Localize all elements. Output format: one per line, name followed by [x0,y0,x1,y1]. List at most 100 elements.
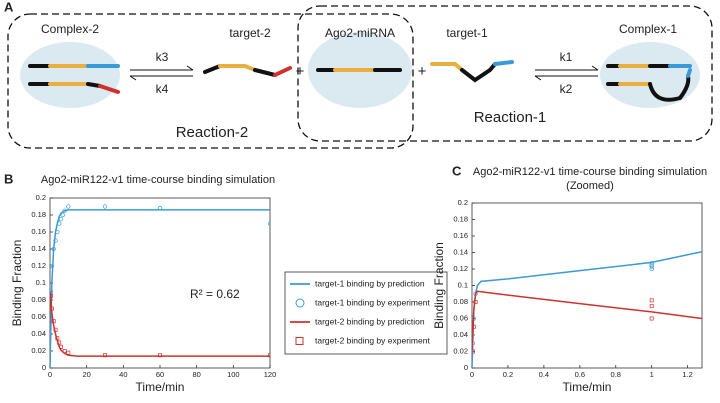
panel-label: B [4,171,13,186]
operator: + [296,63,305,80]
data-point [267,221,270,226]
y-tick-label: 0.16 [31,227,46,236]
y-tick-label: 0.08 [453,297,468,306]
legend-label: target-2 binding by prediction [315,316,425,326]
data-point [50,293,53,298]
plot-frame [49,197,271,369]
y-tick-label: 0.2 [36,193,46,202]
annotation: R² = 0.62 [190,287,240,301]
y-tick-label: 0.06 [31,312,46,321]
y-axis-label: Binding Fraction [10,240,24,327]
y-tick-label: 0.18 [31,210,46,219]
data-point [58,217,64,222]
molecules [28,60,692,102]
data-point [62,208,67,213]
reaction-2-box [7,13,414,149]
reaction-1-box [297,5,713,142]
data-point [53,327,58,332]
data-point [50,306,54,311]
rate-label: k1 [560,50,573,64]
reaction-label: Reaction-2 [176,124,249,141]
x-tick-label: 40 [119,370,127,379]
y-tick-label: 0.08 [31,295,46,304]
node-label: target-1 [446,26,488,40]
node-label: Ago2-miRNA [325,26,395,40]
node-label: Complex-1 [619,22,677,36]
data-point [53,238,58,243]
chart-title: Ago2-miR122-v1 time-course binding simul… [473,166,707,178]
plot-frame [471,202,703,369]
y-tick-label: 0.06 [453,313,468,322]
data-point [102,204,108,209]
y-tick-label: 0 [464,363,468,372]
y-tick-label: 0.14 [453,247,468,256]
complex-2-blob [20,42,120,108]
data-point [473,300,478,304]
legend-label: target-1 binding by prediction [315,278,425,288]
operator: + [418,63,427,80]
x-tick-label: 0.8 [611,370,621,379]
legend-swatch [295,337,304,345]
node-label: Complex-2 [41,22,99,36]
data-point [472,324,476,329]
data-point [59,344,63,349]
y-tick-label: 0.04 [31,329,46,338]
series-line [472,290,702,352]
legend-box [284,271,448,355]
data-point [66,350,71,355]
y-tick-label: 0 [42,363,46,372]
y-tick-label: 0.1 [36,278,46,287]
data-point [55,336,60,341]
data-point [268,353,270,358]
y-tick-label: 0.04 [453,330,468,339]
data-point [57,221,62,226]
x-tick-label: 1.2 [682,370,692,379]
chart-subtitle: (Zoomed) [566,180,614,192]
data-point [649,316,654,321]
data-point [472,349,475,354]
y-tick-label: 0.02 [31,346,46,355]
data-point [158,353,162,358]
data-point [62,349,67,353]
chart-title: Ago2-miR122-v1 time-course binding simul… [41,174,275,186]
x-tick-label: 60 [156,370,164,379]
legend-label: target-1 binding by experiment [315,297,430,307]
x-tick-label: 0 [48,370,52,379]
x-axis-label: Time/min [563,380,612,394]
legend-swatch [295,298,305,308]
y-tick-label: 0.12 [31,261,46,270]
data-point [649,262,654,268]
data-point [60,212,65,218]
data-point [55,229,60,235]
x-tick-label: 80 [192,370,200,379]
x-tick-label: 1 [650,370,654,379]
y-tick-label: 0.1 [458,280,468,289]
data-point [649,304,654,309]
data-point [157,206,163,211]
y-tick-label: 0.02 [453,346,468,355]
data-point [50,263,54,269]
rate-label: k2 [560,82,573,96]
data-point [57,340,62,345]
arrows [129,65,599,81]
x-tick-label: 0.4 [539,370,549,379]
series-line [50,209,270,368]
data-point [649,266,654,272]
data-point [51,246,56,252]
panel-label: C [452,163,462,178]
x-tick-label: 20 [82,370,90,379]
x-tick-label: 100 [227,370,240,379]
x-tick-label: 0 [470,370,474,379]
y-tick-label: 0.2 [458,198,468,207]
plot-area [472,250,702,368]
reaction-label: Reaction-1 [474,109,547,126]
series-line [472,250,702,368]
plot-area [50,204,270,368]
y-tick-label: 0.16 [453,231,468,240]
y-tick-label: 0.12 [453,264,468,273]
rate-label: k3 [156,50,169,64]
data-point [66,204,71,209]
data-point [103,353,107,358]
data-point [649,298,654,303]
